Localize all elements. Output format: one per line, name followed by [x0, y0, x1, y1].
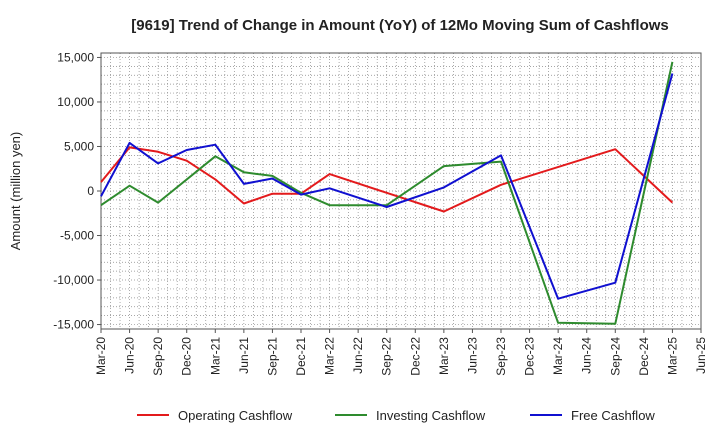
x-tick-label: Dec-20	[180, 337, 194, 376]
y-axis-label: Amount (million yen)	[8, 132, 23, 251]
x-tick-label: Dec-23	[523, 337, 537, 376]
y-axis-ticks: 15,000 10,000 5,000 0 -5,000 -10,000 -15,000	[53, 50, 101, 332]
x-tick-label: Mar-25	[665, 337, 679, 375]
x-tick-label: Jun-25	[694, 337, 708, 374]
legend-label: Free Cashflow	[571, 408, 655, 423]
x-tick-label: Jun-22	[351, 337, 365, 374]
series-lines	[100, 61, 674, 325]
series-line-free-cashflow	[100, 73, 674, 300]
y-tick-label: -10,000	[53, 273, 94, 287]
x-tick-label: Dec-21	[294, 337, 308, 376]
x-tick-label: Dec-24	[637, 337, 651, 376]
grid	[100, 53, 702, 329]
legend-label: Operating Cashflow	[178, 408, 293, 423]
legend-label: Investing Cashflow	[376, 408, 486, 423]
y-tick-label: 15,000	[57, 50, 94, 64]
x-axis-ticks: Mar-20 Jun-20 Sep-20 Dec-20 Mar-21 Jun-21 Sep-…	[94, 329, 708, 376]
chart-title: [9619] Trend of Change in Amount (YoY) o…	[131, 17, 669, 34]
x-tick-label: Jun-23	[465, 337, 479, 374]
series-line-investing-cashflow	[100, 61, 674, 325]
y-tick-label: 10,000	[57, 95, 94, 109]
x-tick-label: Sep-23	[494, 337, 508, 376]
x-tick-label: Mar-23	[437, 337, 451, 375]
y-tick-label: 5,000	[64, 139, 94, 153]
x-tick-label: Jun-21	[237, 337, 251, 374]
x-tick-label: Sep-20	[151, 337, 165, 376]
y-tick-label: -5,000	[60, 229, 94, 243]
x-tick-label: Jun-24	[580, 337, 594, 374]
x-tick-label: Dec-22	[408, 337, 422, 376]
x-tick-label: Sep-24	[608, 337, 622, 376]
x-tick-label: Jun-20	[123, 337, 137, 374]
legend: Operating Cashflow Investing Cashflow Free…	[137, 408, 655, 423]
x-tick-label: Mar-22	[323, 337, 337, 375]
x-tick-label: Sep-22	[380, 337, 394, 376]
y-tick-label: 0	[87, 184, 94, 198]
x-tick-label: Mar-21	[208, 337, 222, 375]
x-tick-label: Sep-21	[265, 337, 279, 376]
series-line-operating-cashflow	[100, 146, 674, 213]
x-tick-label: Mar-20	[94, 337, 108, 375]
x-tick-label: Mar-24	[551, 337, 565, 375]
y-tick-label: -15,000	[53, 318, 94, 332]
